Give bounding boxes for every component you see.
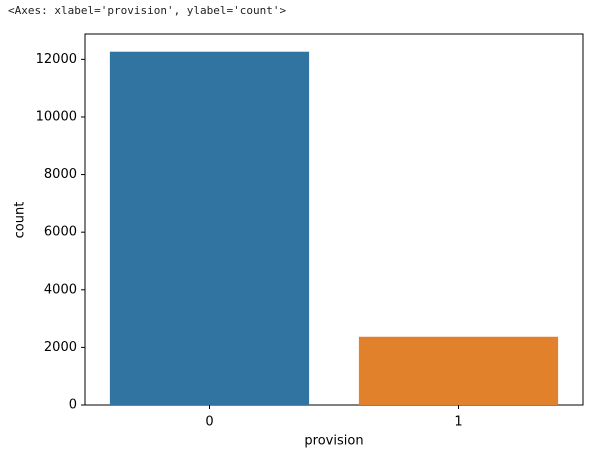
y-tick-label: 2000 [44, 340, 77, 355]
x-tick-label: 0 [205, 415, 213, 430]
bar [109, 51, 310, 406]
x-tick-label: 1 [454, 415, 462, 430]
y-tick-label: 0 [69, 398, 77, 413]
axes-frame [84, 33, 584, 406]
y-tick-label: 8000 [44, 167, 77, 182]
y-axis-label: count [13, 202, 28, 239]
x-axis-label: provision [304, 434, 363, 449]
output-text: <Axes: xlabel='provision', ylabel='count… [8, 4, 287, 17]
y-tick-label: 12000 [36, 52, 77, 67]
y-tick-label: 4000 [44, 282, 77, 297]
y-tick-label: 10000 [36, 109, 77, 124]
bar [358, 336, 559, 405]
y-tick-label: 6000 [44, 225, 77, 240]
